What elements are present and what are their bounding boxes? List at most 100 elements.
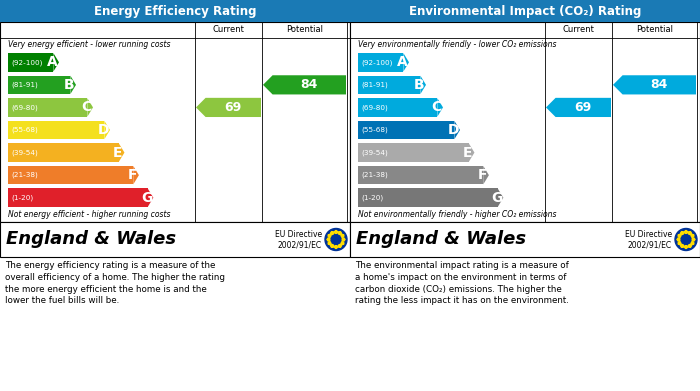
Polygon shape [691,234,694,237]
Text: (55-68): (55-68) [361,127,388,133]
Text: Current: Current [213,25,244,34]
Polygon shape [133,166,139,185]
Text: Not energy efficient - higher running costs: Not energy efficient - higher running co… [8,210,171,219]
Bar [358,98,438,117]
Polygon shape [341,234,344,237]
Bar [8,53,53,72]
Polygon shape [546,98,611,117]
Bar [350,0,700,22]
Polygon shape [327,238,330,241]
Text: (81-91): (81-91) [11,82,38,88]
Text: Energy Efficiency Rating: Energy Efficiency Rating [94,5,256,18]
Polygon shape [328,242,331,245]
Text: Current: Current [563,25,594,34]
Polygon shape [685,246,687,249]
Polygon shape [438,98,443,117]
Text: G: G [491,191,503,205]
Bar [350,22,700,222]
Text: (81-91): (81-91) [361,82,388,88]
Text: (21-38): (21-38) [361,172,388,178]
Text: (92-100): (92-100) [361,59,393,66]
Polygon shape [338,231,342,235]
Polygon shape [680,244,684,248]
Polygon shape [692,238,695,241]
Bar [358,188,498,207]
Polygon shape [328,234,331,237]
Text: B: B [64,78,74,92]
Circle shape [675,228,697,251]
Polygon shape [680,231,684,235]
Polygon shape [119,143,125,162]
Text: (39-54): (39-54) [11,149,38,156]
Text: F: F [127,168,137,182]
Text: (92-100): (92-100) [11,59,43,66]
Polygon shape [678,234,681,237]
Bar [358,75,421,94]
Polygon shape [263,75,346,95]
Polygon shape [421,75,426,94]
Text: The environmental impact rating is a measure of
a home's impact on the environme: The environmental impact rating is a mea… [355,261,569,305]
Text: (69-80): (69-80) [361,104,388,111]
Polygon shape [330,231,334,235]
Circle shape [325,228,347,251]
Polygon shape [678,242,681,245]
Polygon shape [454,121,460,139]
Text: A: A [47,55,57,69]
Text: D: D [447,123,459,137]
Polygon shape [403,53,409,72]
Text: B: B [414,78,424,92]
Text: (1-20): (1-20) [361,194,383,201]
Bar [0,0,350,22]
Polygon shape [688,231,692,235]
Text: Very energy efficient - lower running costs: Very energy efficient - lower running co… [8,40,171,49]
Bar [8,98,88,117]
Text: (21-38): (21-38) [11,172,38,178]
Text: (55-68): (55-68) [11,127,38,133]
Polygon shape [338,244,342,248]
Text: Potential: Potential [636,25,673,34]
Text: C: C [431,100,442,115]
Polygon shape [498,188,503,207]
Polygon shape [677,238,680,241]
Polygon shape [88,98,93,117]
Polygon shape [469,143,475,162]
Text: (69-80): (69-80) [11,104,38,111]
Polygon shape [342,238,345,241]
Text: G: G [141,191,153,205]
Text: England & Wales: England & Wales [6,231,176,249]
Polygon shape [335,246,337,249]
Bar [8,121,104,139]
Text: Not environmentally friendly - higher CO₂ emissions: Not environmentally friendly - higher CO… [358,210,556,219]
Text: A: A [397,55,407,69]
Polygon shape [104,121,110,139]
Polygon shape [341,242,344,245]
Text: (1-20): (1-20) [11,194,33,201]
Bar [358,53,403,72]
Polygon shape [613,75,696,95]
Text: Very environmentally friendly - lower CO₂ emissions: Very environmentally friendly - lower CO… [358,40,556,49]
Bar [0,22,350,222]
Bar [8,188,148,207]
Text: (39-54): (39-54) [361,149,388,156]
Text: EU Directive
2002/91/EC: EU Directive 2002/91/EC [275,230,322,249]
Text: England & Wales: England & Wales [356,231,526,249]
Text: D: D [97,123,109,137]
Bar [350,222,700,257]
Polygon shape [330,244,334,248]
Bar [8,75,71,94]
Text: E: E [463,145,473,160]
Bar [8,166,133,185]
Bar [358,166,483,185]
Polygon shape [53,53,59,72]
Bar [8,143,119,162]
Polygon shape [691,242,694,245]
Text: 84: 84 [650,78,668,91]
Text: 84: 84 [300,78,318,91]
Text: EU Directive
2002/91/EC: EU Directive 2002/91/EC [625,230,672,249]
Text: Potential: Potential [286,25,323,34]
Polygon shape [148,188,153,207]
Polygon shape [196,98,261,117]
Text: Environmental Impact (CO₂) Rating: Environmental Impact (CO₂) Rating [409,5,641,18]
Text: The energy efficiency rating is a measure of the
overall efficiency of a home. T: The energy efficiency rating is a measur… [5,261,225,305]
Text: 69: 69 [575,101,592,114]
